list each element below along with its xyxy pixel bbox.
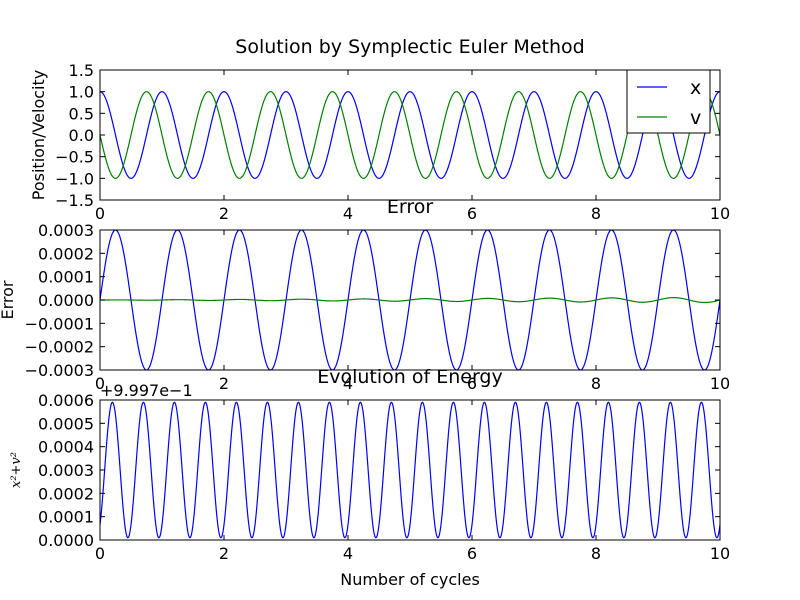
chart-title: Evolution of Energy — [317, 366, 503, 388]
y-tick-label: −0.5 — [55, 148, 94, 167]
y-tick-label: 0.0006 — [38, 391, 94, 410]
panel-1: 0 2 4 6 8 10 1.5 1.0 0.5 0.0 −0.5 −1.0 −1.5 Solution … — [29, 36, 730, 223]
y-tick-label: 0.0004 — [38, 438, 94, 457]
x-tick-label: 4 — [343, 544, 353, 563]
y-axis-label: Position/Velocity — [29, 70, 48, 200]
x-tick-label: 4 — [343, 204, 353, 223]
y-tick-label: 0.0002 — [38, 484, 94, 503]
y-tick-label: 1.0 — [69, 83, 94, 102]
x-tick-label: 6 — [467, 204, 477, 223]
legend-label-v: v — [690, 107, 701, 129]
x-tick-label: 4 — [343, 374, 353, 393]
x-tick-label: 2 — [219, 544, 229, 563]
series-line-1 — [100, 401, 720, 539]
y-tick-label: 0.0003 — [38, 221, 94, 240]
y-tick-label: −1.0 — [55, 169, 94, 188]
series-line-v — [100, 91, 720, 179]
y-tick-label: 0.0 — [69, 126, 94, 145]
x-tick-label: 0 — [95, 204, 105, 223]
y-tick-label: 0.0003 — [38, 461, 94, 480]
x-tick-label: 8 — [591, 204, 601, 223]
y-tick-label: 1.5 — [69, 61, 94, 80]
y-tick-label: 0.0000 — [38, 531, 94, 550]
x-tick-label: 10 — [710, 544, 730, 563]
x-tick-label: 6 — [467, 544, 477, 563]
y-tick-label: 0.0001 — [38, 508, 94, 527]
x-tick-label: 0 — [95, 544, 105, 563]
y-tick-label: −0.0002 — [25, 338, 94, 357]
series-line-2 — [100, 297, 720, 304]
legend-box — [626, 69, 711, 134]
y-tick-label: 0.0001 — [38, 268, 94, 287]
x-tick-label: 2 — [219, 374, 229, 393]
panel-2: 0 2 4 6 8 10 0.0003 0.0002 0.0001 0.0000 −0.0001 −0… — [0, 196, 730, 393]
y-axis-label: Error — [0, 280, 17, 319]
plot-frame — [99, 399, 721, 541]
legend: xv — [626, 69, 711, 134]
y-axis-label: x²+v² — [9, 452, 24, 488]
y-tick-label: −1.5 — [55, 191, 94, 210]
x-axis-label: Number of cycles — [340, 570, 480, 589]
x-tick-label: 6 — [467, 374, 477, 393]
x-tick-label: 8 — [591, 544, 601, 563]
y-tick-label: 0.0005 — [38, 414, 94, 433]
y-tick-label: 0.5 — [69, 104, 94, 123]
x-tick-label: 2 — [219, 204, 229, 223]
x-tick-label: 10 — [710, 204, 730, 223]
offset-text: +9.997e−1 — [100, 381, 193, 400]
x-tick-label: 10 — [710, 374, 730, 393]
y-tick-label: −0.0003 — [25, 361, 94, 380]
panel-3: 0 2 4 6 8 10 0.0006 0.0005 0.0004 0.0003 0.0002 0.0… — [9, 366, 730, 589]
series-line-x — [100, 91, 720, 179]
y-tick-label: 0.0002 — [38, 244, 94, 263]
chart-title: Error — [387, 196, 434, 218]
x-tick-label: 0 — [95, 374, 105, 393]
y-tick-label: −0.0001 — [25, 314, 94, 333]
legend-label-x: x — [690, 77, 701, 99]
x-tick-label: 8 — [591, 374, 601, 393]
y-tick-label: 0.0000 — [38, 291, 94, 310]
chart-title: Solution by Symplectic Euler Method — [235, 36, 584, 58]
